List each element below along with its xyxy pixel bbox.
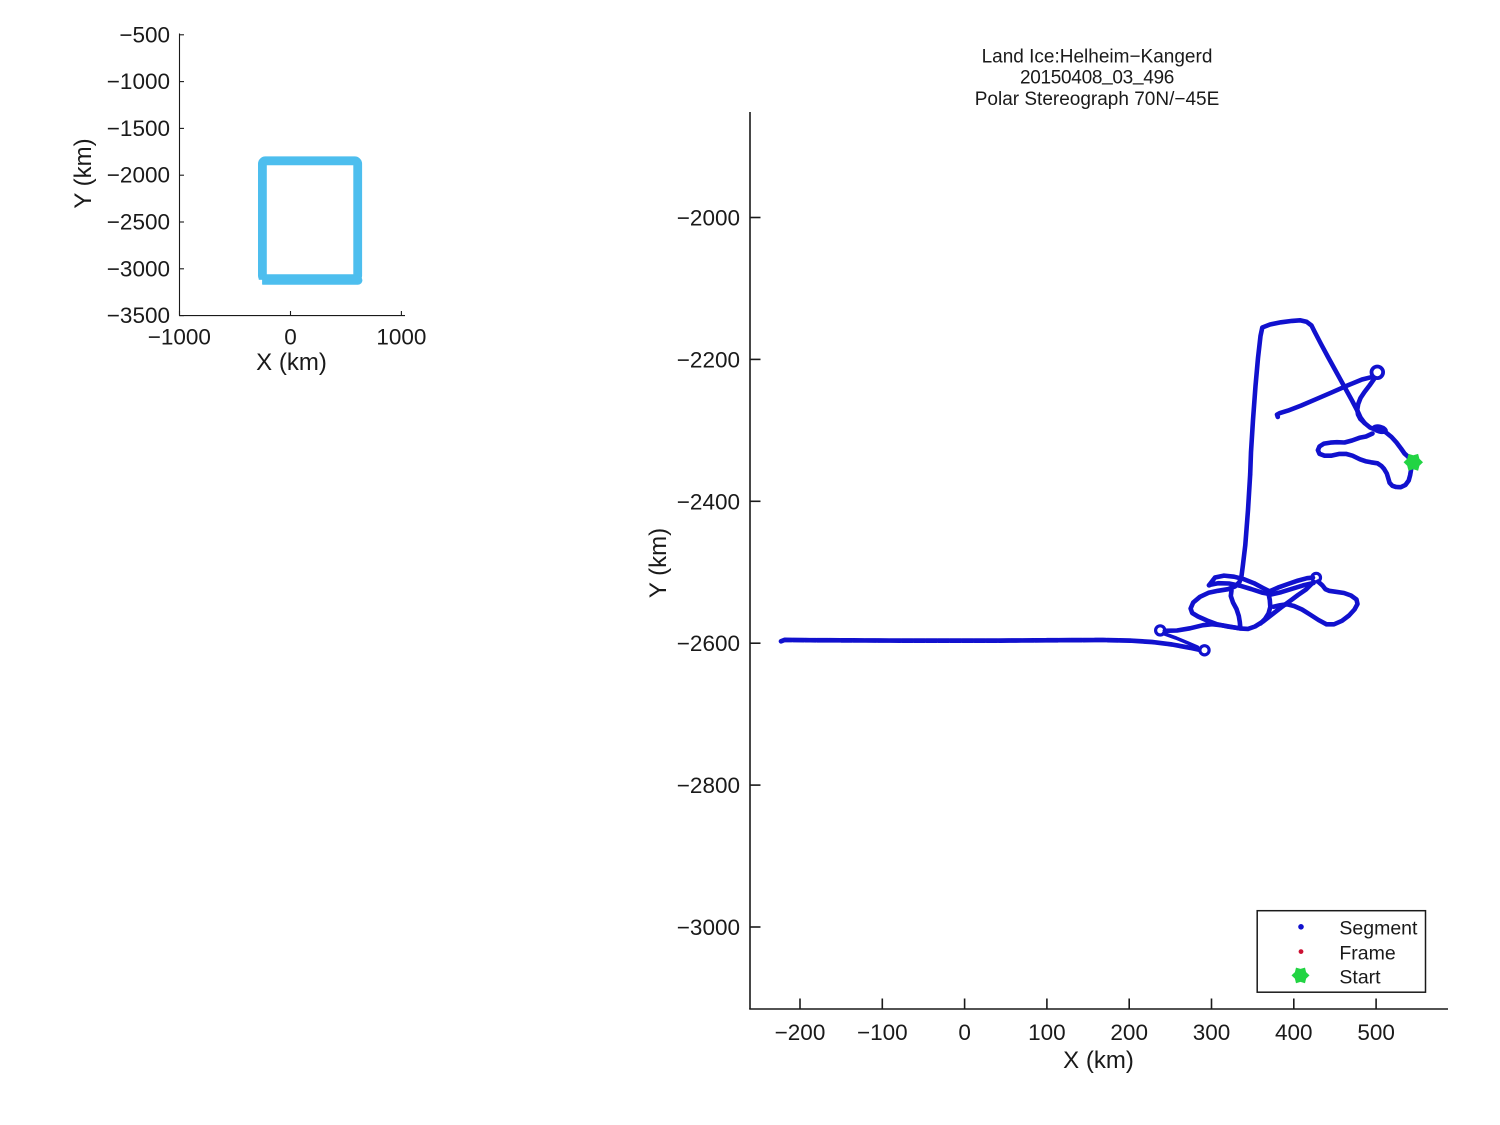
svg-text:−3500: −3500: [107, 303, 170, 328]
svg-text:Y (km): Y (km): [70, 138, 97, 208]
svg-text:Start: Start: [1339, 967, 1381, 989]
svg-text:0: 0: [284, 325, 297, 350]
svg-text:−3000: −3000: [677, 915, 740, 940]
svg-text:X (km): X (km): [1063, 1047, 1134, 1074]
svg-text:−2000: −2000: [107, 163, 170, 188]
svg-text:400: 400: [1275, 1020, 1313, 1045]
svg-text:Segment: Segment: [1339, 918, 1418, 940]
svg-text:−1000: −1000: [148, 325, 211, 350]
svg-text:X (km): X (km): [256, 349, 327, 376]
svg-text:20150408_03_496: 20150408_03_496: [1020, 65, 1174, 89]
svg-text:−2200: −2200: [677, 347, 740, 372]
svg-text:−1000: −1000: [107, 69, 170, 94]
svg-text:300: 300: [1193, 1020, 1231, 1045]
svg-text:500: 500: [1357, 1020, 1395, 1045]
svg-text:−200: −200: [775, 1020, 826, 1045]
svg-text:200: 200: [1110, 1020, 1148, 1045]
svg-text:−2500: −2500: [107, 210, 170, 235]
svg-text:0: 0: [958, 1020, 971, 1045]
svg-text:−2400: −2400: [677, 489, 740, 514]
svg-text:Frame: Frame: [1339, 942, 1395, 964]
svg-text:Y (km): Y (km): [645, 528, 672, 598]
svg-text:Polar Stereograph 70N/−45E: Polar Stereograph 70N/−45E: [975, 89, 1220, 110]
svg-text:−2800: −2800: [677, 773, 740, 798]
svg-text:−2000: −2000: [677, 206, 740, 231]
svg-text:−100: −100: [857, 1020, 908, 1045]
svg-text:−3000: −3000: [107, 256, 170, 281]
svg-text:−500: −500: [119, 22, 170, 47]
svg-text:1000: 1000: [376, 325, 426, 350]
svg-text:−1500: −1500: [107, 116, 170, 141]
svg-text:−2600: −2600: [677, 631, 740, 656]
svg-text:100: 100: [1028, 1020, 1066, 1045]
svg-text:Land Ice:Helheim−Kangerd: Land Ice:Helheim−Kangerd: [982, 46, 1213, 67]
